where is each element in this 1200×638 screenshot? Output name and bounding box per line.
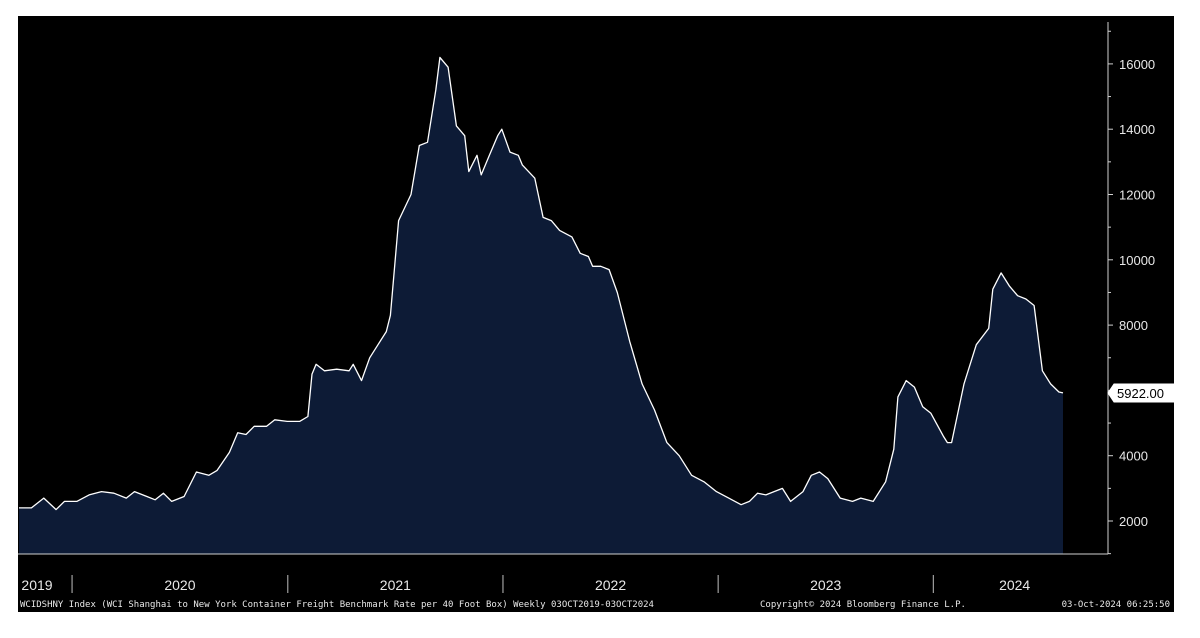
last-value-tag [1107,383,1175,403]
plot-area [19,56,1064,555]
y-tick-label: 4000 [1119,449,1148,464]
last-value-marker: 5922.00 [1107,383,1175,403]
y-tick-label: 10000 [1119,253,1155,268]
last-value-label: 5922.00 [1117,386,1164,401]
y-tick-label: 2000 [1119,514,1148,529]
y-tick-label: 8000 [1119,318,1148,333]
footer-source-text: WCIDSHNY Index (WCI Shanghai to New York… [20,600,654,610]
y-tick-label: 12000 [1119,188,1155,203]
footer-copyright-text: Copyright© 2024 Bloomberg Finance L.P. [760,600,966,610]
x-year-label: 2020 [164,577,195,593]
x-year-label: 2024 [999,577,1030,593]
series-area [19,57,1063,555]
footer: WCIDSHNY Index (WCI Shanghai to New York… [20,600,1170,610]
x-year-label: 2022 [595,577,626,593]
x-axis: 2019 2020 2021 2022 2023 2024 [18,553,1108,593]
x-year-label: 2019 [21,577,52,593]
x-year-label: 2021 [380,577,411,593]
x-year-label: 2023 [810,577,841,593]
y-tick-label: 16000 [1119,57,1155,72]
series-line [19,56,1064,511]
y-tick-label: 14000 [1119,122,1155,137]
footer-timestamp-text: 03-Oct-2024 06:25:50 [1062,600,1170,610]
